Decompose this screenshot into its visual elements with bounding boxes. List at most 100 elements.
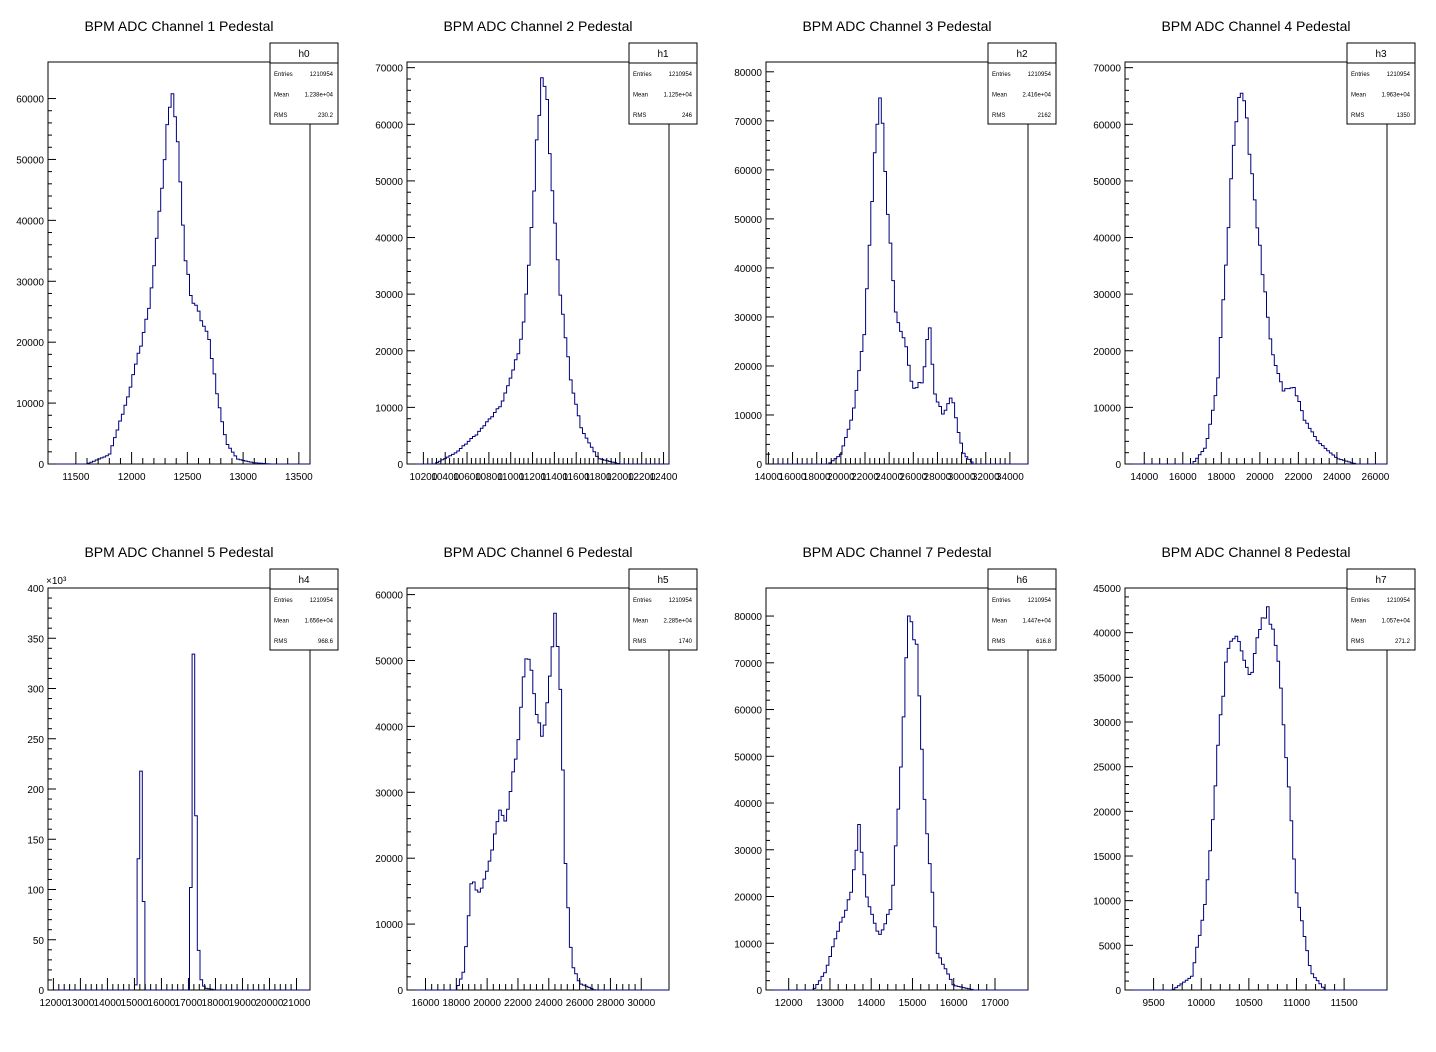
y-tick-label: 20000 [16, 338, 44, 349]
x-tick-label: 18000 [442, 998, 470, 1009]
x-tick-label: 12000 [775, 998, 803, 1009]
stats-box: h2 Entries 1210954 Mean 2.416e+04 RMS 2162 [987, 42, 1057, 125]
x-axis: 1020010400106001080011000112001140011600… [409, 452, 678, 483]
stats-box-frame [628, 568, 698, 651]
stats-value: 1210954 [1387, 598, 1411, 604]
plot-frame [406, 61, 670, 465]
histogram-line [1125, 92, 1387, 465]
x-tick-label: 17000 [175, 998, 203, 1009]
x-tick-label: 10000 [1187, 998, 1215, 1009]
y-tick-label: 50000 [734, 752, 762, 763]
x-tick-label: 10800 [475, 472, 503, 483]
y-tick-label: 70000 [375, 64, 403, 75]
stats-box: h0 Entries 1210954 Mean 1.238e+04 RMS 230.2 [269, 42, 339, 125]
stats-label: RMS [992, 113, 1005, 119]
x-tick-label: 26000 [566, 998, 594, 1009]
y-tick-label: 40000 [1093, 629, 1121, 640]
y-tick-label: 20000 [375, 854, 403, 865]
stats-label: RMS [274, 113, 287, 119]
y-tick-label: 10000 [734, 939, 762, 950]
histogram-panel-h2: BPM ADC Channel 3 Pedestal 14000160001800… [734, 18, 1057, 483]
stats-box: h5 Entries 1210954 Mean 2.285e+04 RMS 1740 [628, 568, 698, 651]
x-tick-label: 20000 [827, 472, 855, 483]
y-tick-label: 10000 [375, 403, 403, 414]
y-axis: 0 50 100 150 200 250 300 350 400×10³ [27, 576, 67, 997]
x-axis: 9500 10000 10500 11000 11500 [1142, 978, 1358, 1009]
histogram-line [1125, 606, 1387, 991]
y-tick-label: 50000 [375, 177, 403, 188]
stats-name: h3 [1375, 49, 1387, 60]
x-axis: 16000 18000 20000 22000 24000 26000 28000 30000 [412, 978, 656, 1009]
y-tick-label: 30000 [16, 277, 44, 288]
chart-title: BPM ADC Channel 2 Pedestal [443, 18, 632, 34]
stats-value: 1.656e+04 [304, 619, 333, 625]
x-tick-label: 14000 [857, 998, 885, 1009]
y-tick-label: 70000 [1093, 64, 1121, 75]
y-tick-label: 60000 [375, 120, 403, 131]
y-tick-label: 30000 [1093, 718, 1121, 729]
stats-value: 2162 [1038, 113, 1052, 119]
stats-label: RMS [633, 639, 646, 645]
chart-title: BPM ADC Channel 7 Pedestal [802, 544, 991, 560]
y-axis: 0 10000 20000 30000 40000 50000 60000 [16, 95, 56, 471]
x-tick-label: 11200 [519, 472, 547, 483]
stats-label: RMS [274, 639, 287, 645]
stats-box-frame [269, 42, 339, 125]
stats-box: h7 Entries 1210954 Mean 1.057e+04 RMS 271.2 [1346, 568, 1416, 651]
x-tick-label: 20000 [256, 998, 284, 1009]
stats-name: h4 [298, 575, 310, 586]
x-tick-label: 28000 [924, 472, 952, 483]
y-axis: 0 10000 20000 30000 40000 50000 60000 70000 8000… [734, 68, 774, 471]
stats-name: h0 [298, 49, 310, 60]
y-tick-label: 80000 [734, 68, 762, 79]
stats-value: 1210954 [310, 598, 334, 604]
x-tick-label: 28000 [597, 998, 625, 1009]
stats-label: Entries [633, 72, 652, 78]
stats-label: RMS [633, 113, 646, 119]
x-tick-label: 26000 [1362, 472, 1390, 483]
stats-value: 1210954 [669, 72, 693, 78]
stats-box-frame [269, 568, 339, 651]
x-tick-label: 11000 [1283, 998, 1311, 1009]
x-tick-label: 30000 [948, 472, 976, 483]
stats-value: 1.238e+04 [304, 93, 333, 99]
x-tick-label: 16000 [412, 998, 440, 1009]
chart-title: BPM ADC Channel 5 Pedestal [84, 544, 273, 560]
x-tick-label: 12400 [650, 472, 678, 483]
x-tick-label: 15000 [121, 998, 149, 1009]
stats-label: Mean [992, 619, 1007, 625]
stats-label: Entries [1351, 72, 1370, 78]
stats-value: 2.285e+04 [663, 619, 692, 625]
y-axis: 0 5000 10000 15000 20000 25000 30000 35000 40000… [1093, 584, 1133, 997]
stats-label: Entries [274, 598, 293, 604]
x-tick-label: 20000 [473, 998, 501, 1009]
y-tick-label: 40000 [1093, 234, 1121, 245]
chart-title: BPM ADC Channel 8 Pedestal [1161, 544, 1350, 560]
x-tick-label: 11400 [541, 472, 569, 483]
y-tick-label: 0 [38, 460, 44, 471]
y-tick-label: 100 [27, 886, 44, 897]
x-tick-label: 15000 [899, 998, 927, 1009]
y-tick-label: 25000 [1093, 763, 1121, 774]
plot-frame [1124, 587, 1388, 991]
x-axis: 11500 12000 12500 13000 13500 [62, 452, 313, 483]
histogram-panel-h6: BPM ADC Channel 7 Pedestal 12000 13000 1400… [734, 544, 1057, 1009]
stats-box-frame [1346, 568, 1416, 651]
x-tick-label: 14000 [1130, 472, 1158, 483]
stats-name: h5 [657, 575, 669, 586]
x-tick-label: 19000 [229, 998, 257, 1009]
x-axis: 12000 13000 14000 15000 16000 17000 [775, 978, 1009, 1009]
x-tick-label: 11000 [497, 472, 525, 483]
stats-box-frame [1346, 42, 1416, 125]
stats-value: 271.2 [1395, 639, 1411, 645]
y-tick-label: 0 [38, 986, 44, 997]
stats-label: Mean [633, 619, 648, 625]
stats-label: RMS [1351, 113, 1364, 119]
y-tick-label: 0 [756, 986, 762, 997]
histogram-line [407, 612, 669, 991]
y-axis: 0 10000 20000 30000 40000 50000 60000 70000 [1093, 64, 1133, 471]
y-tick-label: 20000 [734, 362, 762, 373]
x-tick-label: 10500 [1235, 998, 1263, 1009]
y-tick-label: 10000 [734, 411, 762, 422]
histogram-line [48, 93, 310, 465]
